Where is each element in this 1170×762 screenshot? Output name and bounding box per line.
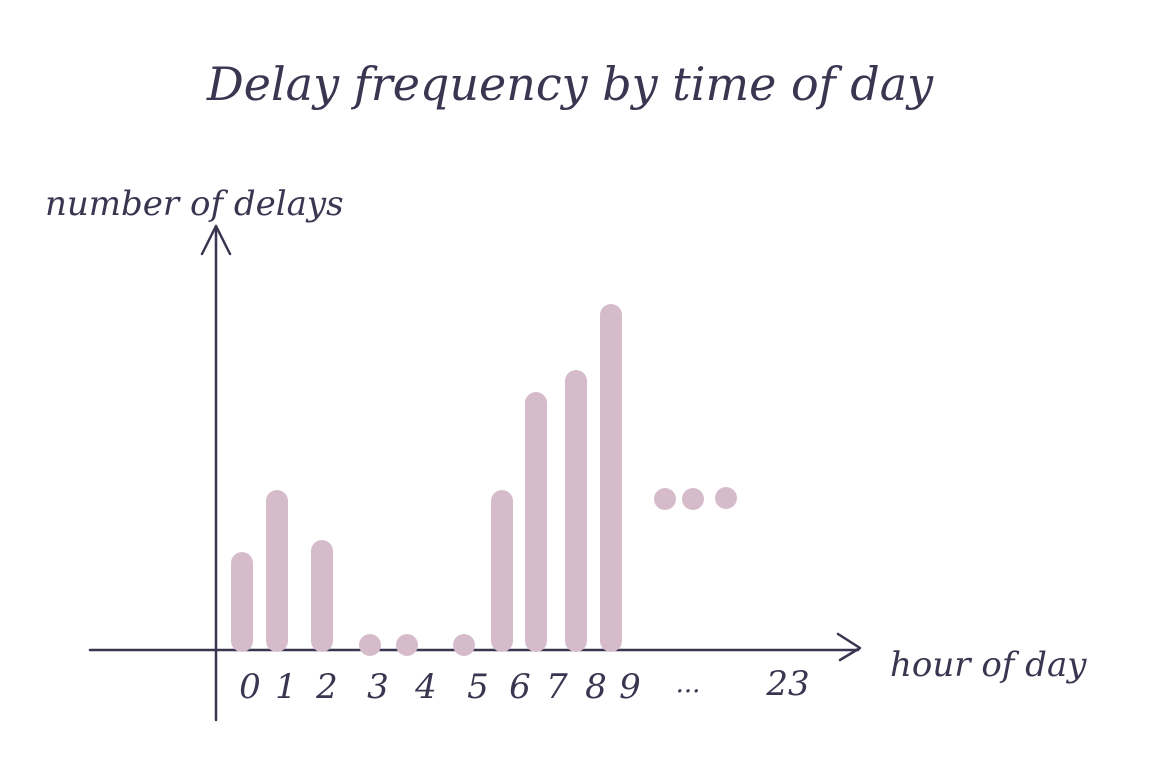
x-tick-ellipsis: ... xyxy=(676,669,701,699)
continuation-dot xyxy=(715,487,737,509)
x-axis-label: hour of day xyxy=(890,645,1087,685)
bar-2 xyxy=(311,540,333,652)
x-tick-label-last: 23 xyxy=(765,664,809,704)
bar-3 xyxy=(359,634,381,656)
bar-9 xyxy=(600,304,622,652)
chart-title: Delay frequency by time of day xyxy=(206,57,934,111)
x-tick-label: 6 xyxy=(509,667,531,707)
y-axis-label: number of delays xyxy=(45,184,344,224)
bar-1 xyxy=(266,490,288,652)
bar-5 xyxy=(453,634,475,656)
x-tick-label: 5 xyxy=(467,667,489,707)
x-axis-arrowhead xyxy=(836,632,862,662)
x-tick-label: 8 xyxy=(585,667,607,707)
continuation-dot xyxy=(682,488,704,510)
x-tick-label: 1 xyxy=(275,667,297,707)
x-tick-label: 3 xyxy=(367,667,389,707)
x-tick-label: 0 xyxy=(239,667,261,707)
bars-group xyxy=(231,304,622,656)
bar-8 xyxy=(565,370,587,652)
continuation-dots xyxy=(654,487,737,510)
bar-4 xyxy=(396,634,418,656)
bar-7 xyxy=(525,392,547,652)
x-tick-label: 2 xyxy=(315,667,338,707)
continuation-dot xyxy=(654,488,676,510)
y-axis-arrowhead xyxy=(200,224,232,256)
bar-0 xyxy=(231,552,253,652)
x-tick-label: 4 xyxy=(414,667,437,707)
x-tick-label: 9 xyxy=(619,667,641,707)
bar-6 xyxy=(491,490,513,652)
x-tick-label: 7 xyxy=(546,667,568,707)
